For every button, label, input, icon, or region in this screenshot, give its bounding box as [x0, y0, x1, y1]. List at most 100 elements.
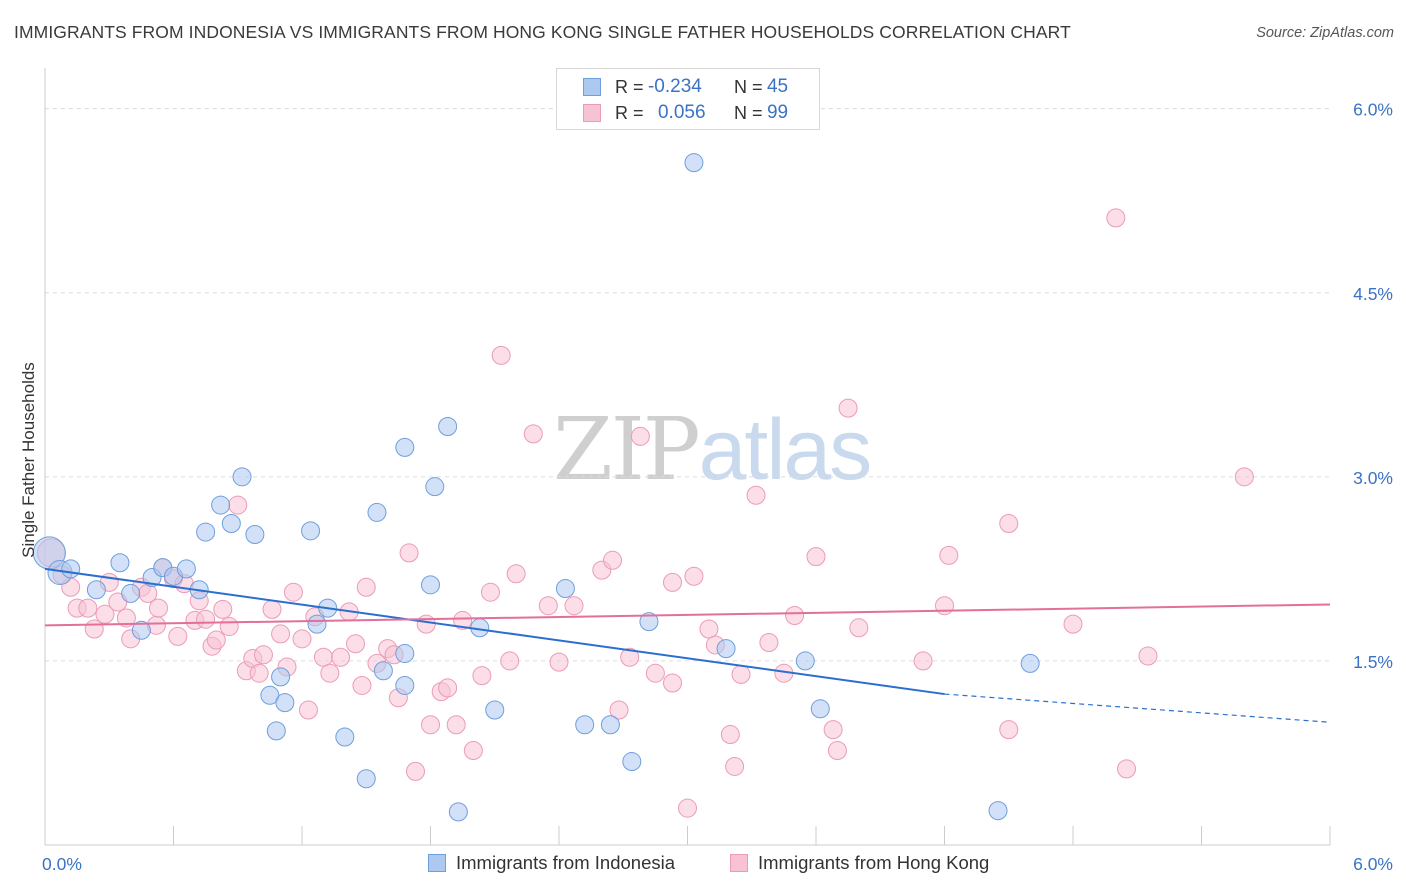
- hong-kong-point: [416, 614, 436, 634]
- indonesia-point: [275, 693, 295, 713]
- indonesia-point: [86, 580, 106, 600]
- hong-kong-point: [500, 651, 520, 671]
- hong-kong-point: [262, 599, 282, 619]
- hong-kong-point: [999, 513, 1019, 533]
- x-tick-label-max: 6.0%: [1353, 854, 1393, 874]
- hong-kong-point: [564, 596, 584, 616]
- indonesia-point: [395, 675, 415, 695]
- indonesia-point: [1020, 653, 1040, 673]
- indonesia-point: [421, 575, 440, 595]
- legend-n-value: 99: [766, 102, 789, 123]
- hong-kong-point: [480, 582, 500, 602]
- indonesia-point: [575, 715, 595, 735]
- hong-kong-point: [1138, 646, 1158, 666]
- indonesia-point: [395, 437, 415, 457]
- legend-item-indonesia[interactable]: Immigrants from Indonesia: [428, 852, 675, 874]
- indonesia-point: [245, 525, 265, 545]
- hong-kong-point: [313, 647, 333, 667]
- indonesia-point: [211, 495, 231, 515]
- indonesia-point: [307, 614, 327, 634]
- indonesia-point: [395, 644, 415, 664]
- hong-kong-point: [823, 720, 843, 740]
- watermark-zip: ZIP: [553, 400, 701, 500]
- hong-kong-point: [678, 798, 697, 818]
- indonesia-point: [622, 752, 642, 772]
- hong-kong-point: [684, 566, 704, 586]
- indonesia-point: [301, 521, 321, 541]
- indonesia-trend-extension: [944, 693, 1331, 723]
- legend-r-label: R =: [615, 76, 644, 97]
- hong-kong-point: [523, 424, 543, 444]
- legend-item-hong-kong[interactable]: Immigrants from Hong Kong: [730, 852, 989, 874]
- hong-kong-point: [645, 663, 665, 683]
- legend-r-value: -0.234: [647, 76, 702, 97]
- hong-kong-point: [1106, 208, 1126, 228]
- indonesia-point: [448, 802, 468, 822]
- hong-kong-point: [352, 675, 372, 695]
- y-tick-label: 6.0%: [1353, 100, 1393, 120]
- hong-kong-point: [84, 619, 104, 639]
- hong-kong-point: [116, 608, 136, 628]
- hong-kong-point: [438, 678, 458, 698]
- hong-kong-point: [292, 629, 312, 649]
- hong-kong-point: [320, 663, 340, 683]
- indonesia-point: [485, 700, 505, 720]
- hong-kong-point: [356, 577, 376, 597]
- hong-kong-trend-line: [44, 603, 1331, 627]
- legend-swatch-indonesia: [428, 854, 446, 872]
- hong-kong-point: [913, 651, 933, 671]
- indonesia-point: [266, 721, 286, 741]
- hong-kong-point: [491, 345, 511, 365]
- legend-r-label: R =: [615, 102, 644, 123]
- hong-kong-point: [149, 598, 169, 618]
- legend-row-hong-kong: R = 0.056 N = 99: [557, 100, 788, 126]
- hong-kong-point: [283, 582, 303, 602]
- hong-kong-point: [453, 610, 473, 630]
- source-label: Source: ZipAtlas.com: [1256, 25, 1394, 41]
- hong-kong-point: [346, 634, 366, 654]
- indonesia-point: [131, 620, 151, 640]
- legend-row-indonesia: R = -0.234 N = 45: [557, 74, 788, 100]
- y-axis-label: Single Father Households: [19, 362, 38, 558]
- indonesia-point: [988, 801, 1008, 821]
- hong-kong-point: [406, 761, 426, 781]
- hong-kong-point: [463, 741, 483, 761]
- trend-lines: [44, 567, 1331, 723]
- indonesia-point: [356, 769, 376, 789]
- indonesia-point: [600, 715, 620, 735]
- hong-kong-point: [1063, 614, 1083, 634]
- hong-kong-point: [759, 633, 779, 653]
- indonesia-point: [221, 513, 241, 533]
- indonesia-point: [425, 477, 445, 497]
- hong-kong-point: [538, 596, 558, 616]
- hong-kong-point: [806, 547, 826, 567]
- y-tick-label: 4.5%: [1353, 284, 1393, 304]
- hong-kong-point: [699, 619, 719, 639]
- series-hong-kong-points: [36, 208, 1254, 818]
- indonesia-point: [61, 559, 81, 579]
- hong-kong-point: [331, 647, 351, 667]
- hong-kong-point: [609, 700, 629, 720]
- hong-kong-point: [206, 630, 226, 650]
- indonesia-point: [110, 553, 130, 573]
- hong-kong-point: [446, 715, 466, 735]
- watermark: ZIPatlas: [553, 400, 872, 500]
- legend-swatch-indonesia: [583, 78, 601, 96]
- indonesia-trend-line: [44, 567, 945, 696]
- chart-title: IMMIGRANTS FROM INDONESIA VS IMMIGRANTS …: [14, 22, 1071, 42]
- hong-kong-point: [603, 550, 623, 570]
- indonesia-point: [367, 502, 387, 522]
- hong-kong-point: [78, 598, 98, 618]
- indonesia-point: [232, 467, 252, 487]
- hong-kong-point: [472, 666, 492, 686]
- hong-kong-point: [620, 647, 640, 667]
- indonesia-point: [121, 583, 141, 603]
- hong-kong-point: [219, 617, 239, 637]
- legend-label-indonesia: Immigrants from Indonesia: [456, 852, 676, 873]
- hong-kong-point: [506, 564, 526, 584]
- hong-kong-point: [1234, 467, 1254, 487]
- hong-kong-point: [999, 720, 1019, 740]
- hong-kong-point: [1117, 759, 1137, 779]
- indonesia-point: [684, 153, 704, 173]
- hong-kong-point: [549, 652, 569, 672]
